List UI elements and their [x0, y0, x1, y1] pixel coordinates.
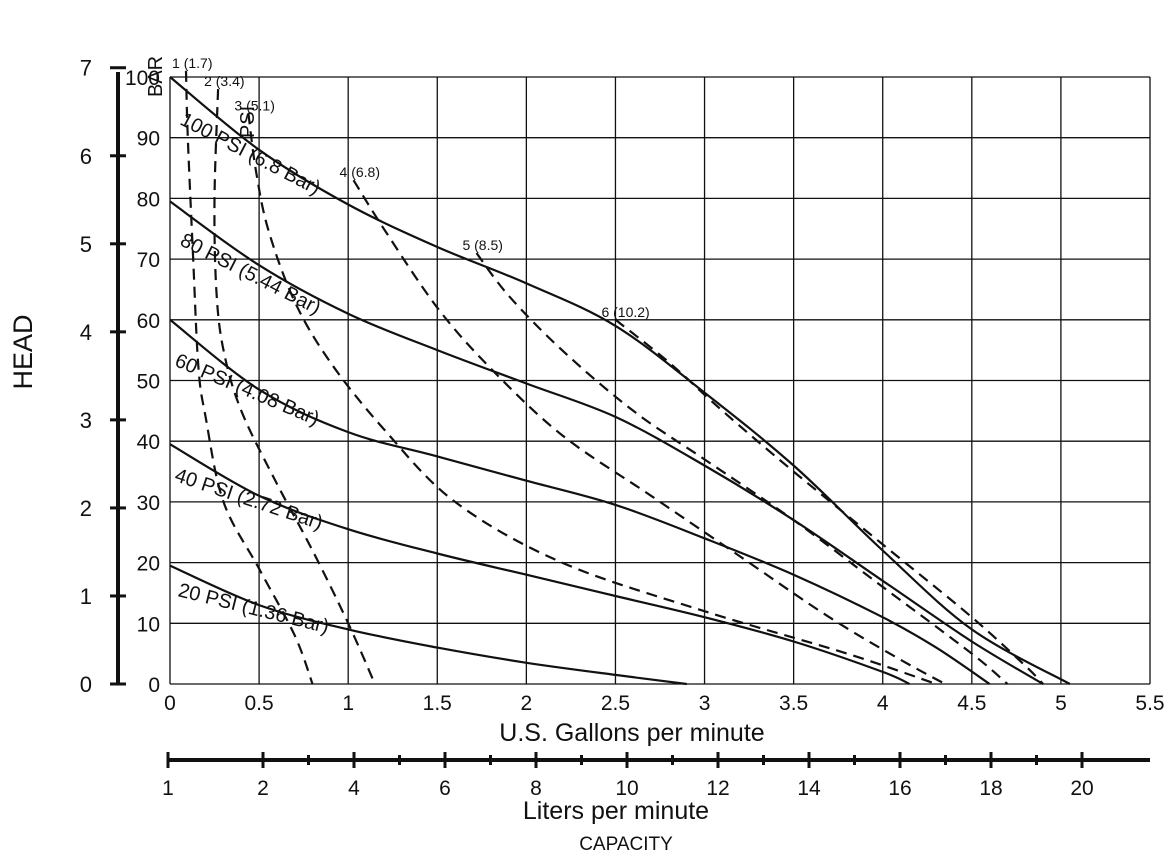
x-axis-label: U.S. Gallons per minute — [499, 719, 764, 747]
x2-axis-label: Liters per minute — [523, 797, 709, 825]
lpm-tick-label: 6 — [439, 777, 451, 800]
psi-tick-label: 80 — [137, 188, 160, 211]
psi-tick-label: 50 — [137, 371, 160, 394]
bar-tick-label: 0 — [80, 672, 92, 697]
lpm-tick-label: 2 — [257, 777, 269, 800]
lpm-tick-label: 1 — [162, 777, 174, 800]
bar-tick-label: 2 — [80, 496, 92, 521]
lpm-tick-label: 20 — [1070, 777, 1093, 800]
psi-tick-label: 90 — [137, 128, 160, 151]
pressure-curve-label: 80 PSI (5.44 Bar) — [177, 229, 325, 319]
lpm-tick-label: 16 — [888, 777, 911, 800]
psi-tick-label: 10 — [137, 613, 160, 636]
psi-tick-label: 30 — [137, 492, 160, 515]
bar-tick-label: 1 — [80, 584, 92, 609]
psi-tick-label: 100 — [125, 67, 160, 90]
psi-tick-label: 60 — [137, 310, 160, 333]
air-curve-label: 6 (10.2) — [601, 304, 649, 320]
curves-layer — [169, 70, 1071, 686]
x-tick-label: 5.5 — [1135, 692, 1164, 715]
bar-tick-label: 7 — [80, 56, 92, 81]
bar-unit-label: BAR — [145, 56, 167, 97]
labels-layer: 100 PSI (6.8 Bar)80 PSI (5.44 Bar)60 PSI… — [172, 55, 650, 638]
lpm-tick-label: 14 — [797, 777, 821, 800]
pressure-curve-3 — [169, 318, 991, 685]
psi-tick-label: 40 — [137, 431, 160, 454]
lpm-tick-label: 12 — [706, 777, 729, 800]
x-tick-label: 5 — [1055, 692, 1067, 715]
air-curve-label: 5 (8.5) — [462, 237, 502, 253]
pressure-curve-label: 40 PSI (2.72 Bar) — [172, 465, 326, 535]
air-curve-label: 1 (1.7) — [172, 55, 212, 71]
x-tick-label: 2.5 — [601, 692, 630, 715]
psi-tick-label: 0 — [148, 674, 160, 697]
capacity-label: CAPACITY — [579, 834, 673, 855]
air-curve-5 — [475, 252, 1009, 685]
bar-tick-label: 4 — [80, 320, 92, 345]
x-tick-label: 3 — [699, 692, 711, 715]
air-curve-label: 4 (6.8) — [340, 164, 380, 180]
x-tick-label: 4.5 — [957, 692, 986, 715]
pressure-curve-label: 60 PSI (4.08 Bar) — [172, 350, 323, 431]
x-tick-label: 0 — [164, 692, 176, 715]
lpm-tick-label: 8 — [530, 777, 542, 800]
psi-tick-label: 70 — [137, 249, 160, 272]
air-curve-3 — [247, 113, 937, 686]
x-tick-label: 3.5 — [779, 692, 808, 715]
air-curve-label: 3 (5.1) — [234, 97, 274, 113]
bar-tick-label: 5 — [80, 232, 92, 257]
lpm-tick-label: 18 — [979, 777, 1002, 800]
pressure-curve-5 — [169, 564, 687, 686]
psi-unit-label: PSI — [237, 106, 259, 138]
air-curve-2 — [213, 89, 376, 685]
lpm-tick-label: 10 — [615, 777, 638, 800]
x-tick-label: 0.5 — [244, 692, 273, 715]
bar-tick-label: 3 — [80, 408, 92, 433]
y-axis-label: HEAD — [8, 314, 38, 389]
x-tick-label: 4 — [877, 692, 889, 715]
pressure-curve-label: 20 PSI (1.36 Bar) — [176, 579, 331, 638]
pressure-curve-2 — [169, 200, 1044, 685]
air-curve-6 — [614, 318, 1044, 685]
x-tick-label: 2 — [521, 692, 533, 715]
x-tick-label: 1 — [342, 692, 354, 715]
grid-lines — [169, 76, 1151, 685]
pressure-curve-1 — [169, 76, 1071, 685]
lpm-tick-label: 4 — [348, 777, 360, 800]
bar-tick-label: 6 — [80, 144, 92, 169]
psi-tick-label: 20 — [137, 553, 160, 576]
air-curve-1 — [184, 70, 314, 685]
air-curve-label: 2 (3.4) — [204, 73, 244, 89]
air-curve-4 — [352, 179, 946, 685]
pressure-curve-4 — [169, 443, 910, 686]
x-tick-label: 1.5 — [423, 692, 452, 715]
